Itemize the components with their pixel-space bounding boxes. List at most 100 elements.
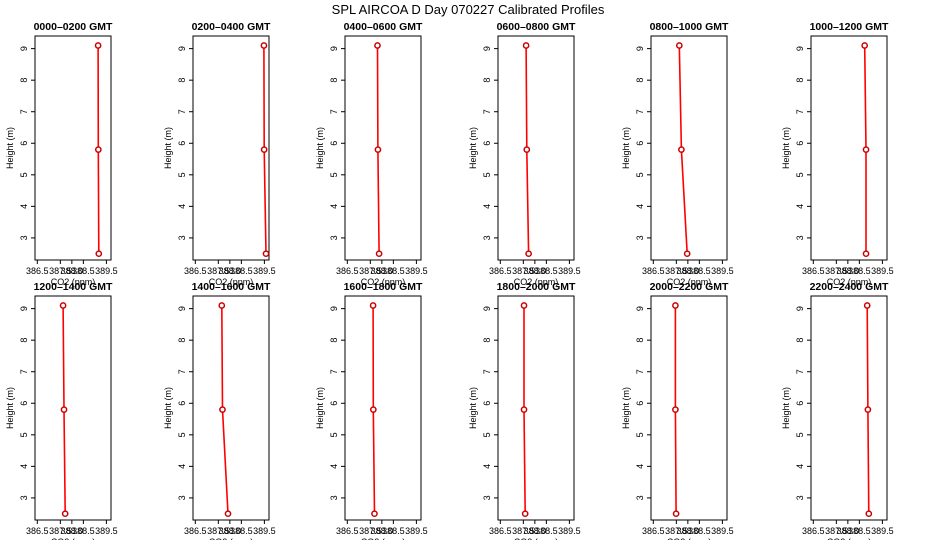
panel-frame [344, 35, 422, 261]
y-tick-label: 9 [19, 46, 29, 51]
panel-title: 2000–2200 GMT [650, 281, 729, 293]
x-axis-label: CO2 (ppm) [514, 277, 559, 287]
panel-title: 1000–1200 GMT [810, 21, 889, 33]
x-tick-label: 387.5 [825, 266, 848, 276]
data-point [683, 250, 691, 258]
panel-frame [650, 295, 728, 521]
y-tick-label: 4 [635, 204, 645, 209]
y-tick-label: 3 [482, 495, 492, 500]
panel-title: 1600–1800 GMT [344, 281, 423, 293]
y-tick-label: 5 [795, 432, 805, 437]
x-tick-label: 388.5 [72, 526, 95, 536]
y-tick-label: 5 [635, 172, 645, 177]
x-tick-label: 389.5 [405, 266, 428, 276]
panel-title: 0400–0600 GMT [344, 21, 423, 33]
data-point [672, 510, 680, 518]
y-tick-label: 8 [177, 338, 187, 343]
x-tick-label: 389.5 [253, 266, 276, 276]
panel-frame [34, 35, 112, 261]
y-tick-label: 7 [177, 369, 187, 374]
y-tick-label: 3 [482, 235, 492, 240]
data-point [678, 146, 685, 153]
y-tick-label: 7 [177, 109, 187, 114]
y-tick-label: 5 [19, 432, 29, 437]
x-tick-label: 387.5 [512, 526, 535, 536]
data-point [369, 406, 377, 413]
y-tick-label: 6 [795, 141, 805, 146]
data-point [864, 406, 872, 413]
x-tick-label: 386.5 [802, 266, 825, 276]
x-tick-label: 389.5 [871, 526, 894, 536]
x-tick-label: 387.5 [49, 526, 72, 536]
y-tick-label: 7 [329, 369, 339, 374]
y-tick-label: 4 [329, 204, 339, 209]
y-tick-label: 6 [635, 141, 645, 146]
data-point [863, 302, 871, 309]
y-tick-label: 8 [795, 338, 805, 343]
y-tick-label: 7 [482, 109, 492, 114]
data-point [95, 250, 103, 258]
x-tick-label: 388.0 [371, 526, 394, 536]
y-tick-label: 9 [635, 306, 645, 311]
data-point [60, 406, 68, 413]
y-tick-label: 3 [177, 235, 187, 240]
data-point [861, 42, 869, 49]
y-tick-label: 8 [177, 78, 187, 83]
y-tick-label: 3 [329, 235, 339, 240]
data-point [675, 42, 683, 49]
data-point [262, 250, 270, 258]
y-tick-label: 8 [482, 78, 492, 83]
x-axis-label: CO2 (ppm) [667, 537, 712, 540]
x-tick-label: 388.5 [688, 526, 711, 536]
y-tick-label: 8 [482, 338, 492, 343]
x-axis-label: CO2 (ppm) [51, 277, 96, 287]
x-tick-label: 388.5 [848, 266, 871, 276]
y-tick-label: 8 [329, 338, 339, 343]
x-tick-label: 389.5 [253, 526, 276, 536]
x-tick-label: 387.5 [359, 526, 382, 536]
figure-title: SPL AIRCOA D Day 070227 Calibrated Profi… [332, 2, 605, 17]
x-axis-label: CO2 (ppm) [514, 537, 559, 540]
data-point [672, 406, 679, 413]
x-tick-label: 388.5 [848, 526, 871, 536]
x-tick-label: 388.0 [524, 526, 547, 536]
data-point [374, 146, 382, 153]
data-point [522, 42, 530, 49]
y-tick-label: 6 [635, 401, 645, 406]
panel-title: 0200–0400 GMT [192, 21, 271, 33]
y-tick-label: 5 [482, 432, 492, 437]
x-tick-label: 388.0 [677, 266, 700, 276]
panel-title: 1800–2000 GMT [497, 281, 576, 293]
x-tick-label: 388.0 [61, 526, 84, 536]
x-tick-label: 388.0 [371, 266, 394, 276]
y-tick-label: 9 [329, 306, 339, 311]
x-tick-label: 388.5 [382, 266, 405, 276]
y-tick-label: 8 [329, 78, 339, 83]
y-tick-label: 6 [329, 141, 339, 146]
data-point [369, 302, 377, 309]
x-axis-label: CO2 (ppm) [51, 537, 96, 540]
y-axis-label: Height (m) [5, 387, 15, 429]
y-tick-label: 6 [177, 401, 187, 406]
y-tick-label: 4 [19, 204, 29, 209]
panel-frame [34, 295, 112, 521]
y-axis-label: Height (m) [468, 127, 478, 169]
y-tick-label: 3 [795, 235, 805, 240]
panel-title: 0000–0200 GMT [34, 21, 113, 33]
y-tick-label: 9 [177, 46, 187, 51]
x-tick-label: 388.5 [535, 526, 558, 536]
y-tick-label: 8 [635, 338, 645, 343]
x-tick-label: 388.5 [535, 266, 558, 276]
data-point [520, 406, 528, 413]
x-tick-label: 388.0 [219, 526, 242, 536]
panel-title: 0800–1000 GMT [650, 21, 729, 33]
